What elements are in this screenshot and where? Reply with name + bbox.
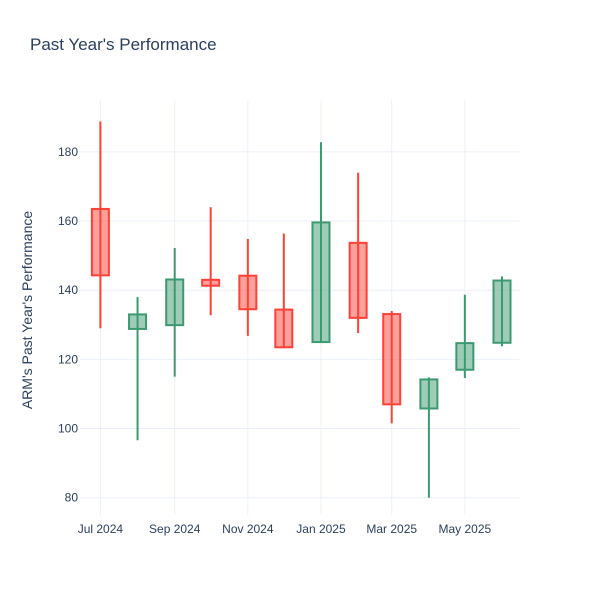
candle-4: [238, 239, 258, 336]
candle-3: [201, 207, 221, 316]
candle-body-9: [419, 378, 439, 410]
candle-7: [348, 172, 368, 334]
candle-11: [492, 276, 512, 347]
chart-title: Past Year's Performance: [30, 35, 217, 54]
candle-10: [455, 294, 475, 379]
y-tick-label-4: 160: [58, 214, 78, 228]
candle-body-2: [165, 278, 185, 327]
candle-9: [419, 377, 439, 498]
grid: [80, 100, 520, 515]
x-tick-label-4: Mar 2025: [366, 522, 417, 536]
candle-1: [128, 297, 148, 441]
candle-body-0: [90, 207, 110, 277]
candle-5: [274, 233, 294, 349]
candle-8: [382, 310, 402, 424]
x-tick-label-2: Nov 2024: [222, 522, 274, 536]
candle-body-11: [492, 279, 512, 344]
candle-body-8: [382, 313, 402, 406]
candle-2: [165, 248, 185, 377]
x-tick-label-5: May 2025: [438, 522, 491, 536]
x-tick-label-1: Sep 2024: [149, 522, 201, 536]
candle-body-6: [311, 221, 331, 344]
y-tick-label-2: 120: [58, 352, 78, 366]
y-tick-label-5: 180: [58, 145, 78, 159]
candle-body-3: [201, 278, 221, 287]
candle-body-10: [455, 342, 475, 371]
candle-6: [311, 142, 331, 344]
y-axis-label: ARM's Past Year's Performance: [19, 211, 35, 410]
y-tick-label-1: 100: [58, 422, 78, 436]
candle-body-1: [128, 313, 148, 330]
x-tick-label-3: Jan 2025: [296, 522, 346, 536]
candle-0: [90, 121, 110, 329]
y-tick-label-0: 80: [65, 491, 79, 505]
candle-body-4: [238, 274, 258, 311]
y-tick-label-3: 140: [58, 283, 78, 297]
candle-body-5: [274, 308, 294, 349]
x-tick-label-0: Jul 2024: [78, 522, 124, 536]
candle-body-7: [348, 241, 368, 319]
candles: [90, 121, 512, 498]
tick-labels: 80 100 120 140 160 180 Jul 2024 Sep 2024 Nov 202…: [58, 145, 492, 536]
